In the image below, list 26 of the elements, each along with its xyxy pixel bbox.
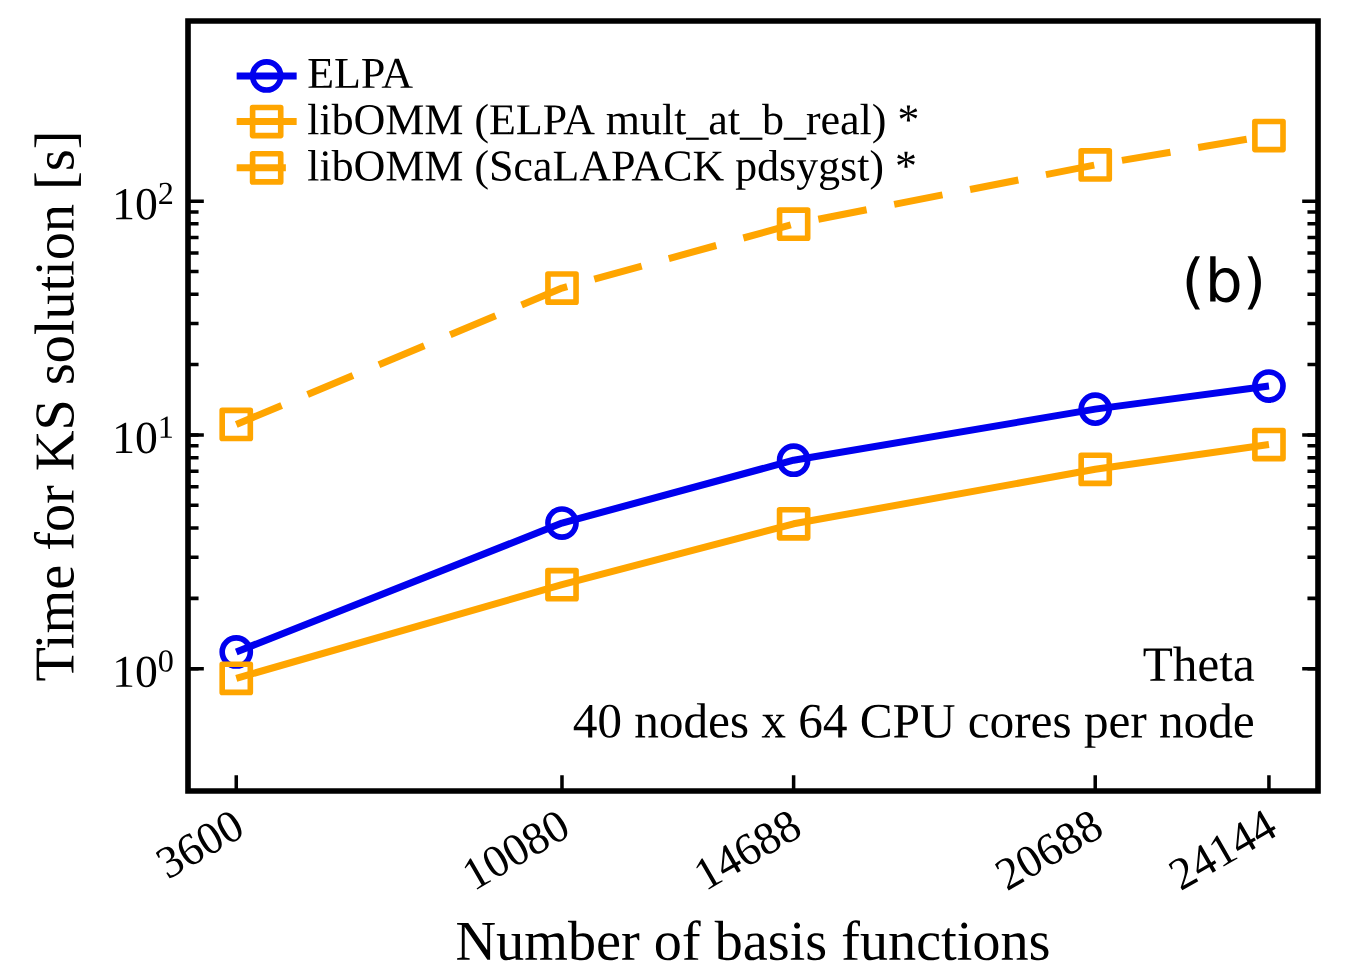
point [545,271,579,305]
point [1252,369,1286,403]
point [1252,427,1286,462]
point [545,506,579,540]
x-axis-title: Number of basis functions [457,920,1049,961]
point [1252,118,1286,153]
annotation: 40 nodes x 64 CPU cores per node [573,703,1253,748]
point [776,443,811,478]
x-tick-label: 3600 [155,812,242,879]
point [545,567,579,602]
point [776,207,811,241]
annotation: (b) [1186,256,1261,310]
y-tick-label: 10$^{2}$ [116,182,173,220]
y-axis-title: Time for KS solution [s] [33,134,81,681]
point [219,661,254,696]
y-tick-label: 10$^{1}$ [116,416,172,454]
point [1078,392,1113,426]
legend-label: libOMM (ScaLAPACK pdsygst) * [308,149,915,190]
y-tick-label: 10$^{0}$ [116,650,173,688]
legend-label: libOMM (ELPA mult_at_b_real) * [308,103,918,144]
point [776,506,811,541]
point [1078,452,1113,487]
point [219,407,254,442]
annotation: Theta [1143,646,1255,682]
legend-label: ELPA [308,58,413,88]
point [1078,148,1113,182]
